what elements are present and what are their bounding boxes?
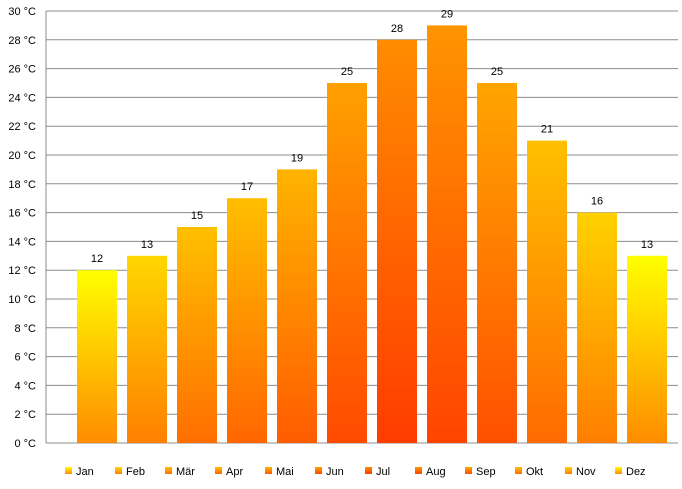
bar-mär [177, 227, 217, 443]
data-label: 21 [541, 124, 553, 136]
y-tick-label: 2 °C [14, 409, 36, 421]
legend-swatch [315, 467, 322, 474]
legend-label: Okt [526, 466, 543, 478]
data-label: 25 [491, 66, 503, 78]
legend-swatch [265, 467, 272, 474]
legend-swatch [465, 467, 472, 474]
y-tick-label: 0 °C [14, 438, 36, 450]
data-label: 16 [591, 196, 603, 208]
legend-swatch [65, 467, 72, 474]
legend-swatch [365, 467, 372, 474]
y-axis-tick-labels: 0 °C 2 °C 4 °C 6 °C 8 °C 10 °C 12 °C 14 °C 16 °C… [8, 6, 36, 450]
y-tick-label: 8 °C [14, 323, 36, 335]
legend-label: Dez [626, 466, 646, 478]
data-label: 25 [341, 66, 353, 78]
legend-label: Feb [126, 466, 145, 478]
legend-swatch [515, 467, 522, 474]
bar-jun [327, 83, 367, 443]
y-tick-label: 12 °C [8, 265, 36, 277]
y-tick-label: 20 °C [8, 150, 36, 162]
bar-sep [477, 83, 517, 443]
legend-swatch [165, 467, 172, 474]
bar-nov [577, 212, 617, 443]
y-tick-label: 6 °C [14, 352, 36, 364]
legend-swatch [615, 467, 622, 474]
data-label: 13 [141, 239, 153, 251]
legend-swatch [565, 467, 572, 474]
data-label: 28 [391, 23, 403, 35]
y-tick-label: 14 °C [8, 236, 36, 248]
legend-label: Mai [276, 466, 294, 478]
bar-apr [227, 198, 267, 443]
legend-label: Jan [76, 466, 94, 478]
data-label: 29 [441, 8, 453, 20]
legend-swatch [215, 467, 222, 474]
legend-label: Mär [176, 466, 195, 478]
data-label: 17 [241, 181, 253, 193]
data-label: 19 [291, 152, 303, 164]
bar-jan [77, 270, 117, 443]
y-tick-label: 10 °C [8, 294, 36, 306]
bar-jul [377, 39, 417, 444]
bar-dez [627, 255, 667, 443]
bar-mai [277, 169, 317, 443]
bar-okt [527, 140, 567, 443]
bars [77, 25, 667, 444]
bar-feb [127, 255, 167, 443]
legend-label: Aug [426, 466, 446, 478]
legend-label: Sep [476, 466, 496, 478]
legend-label: Jul [376, 466, 390, 478]
legend-swatch [115, 467, 122, 474]
y-tick-label: 26 °C [8, 64, 36, 76]
y-tick-label: 4 °C [14, 380, 36, 392]
y-tick-label: 30 °C [8, 6, 36, 18]
y-tick-label: 28 °C [8, 35, 36, 47]
y-tick-label: 16 °C [8, 208, 36, 220]
y-tick-label: 22 °C [8, 121, 36, 133]
data-label: 13 [641, 239, 653, 251]
legend: Jan Feb Mär Apr Mai Jun Jul Aug Sep Okt Nov Dez [65, 466, 646, 478]
legend-label: Jun [326, 466, 344, 478]
data-label: 15 [191, 210, 203, 222]
legend-swatch [415, 467, 422, 474]
y-tick-label: 24 °C [8, 92, 36, 104]
data-label: 12 [91, 253, 103, 265]
bar-aug [427, 25, 467, 444]
legend-label: Apr [226, 466, 243, 478]
y-tick-label: 18 °C [8, 179, 36, 191]
data-labels: 12 13 15 17 19 25 28 29 25 21 16 13 [91, 8, 653, 265]
legend-label: Nov [576, 466, 596, 478]
